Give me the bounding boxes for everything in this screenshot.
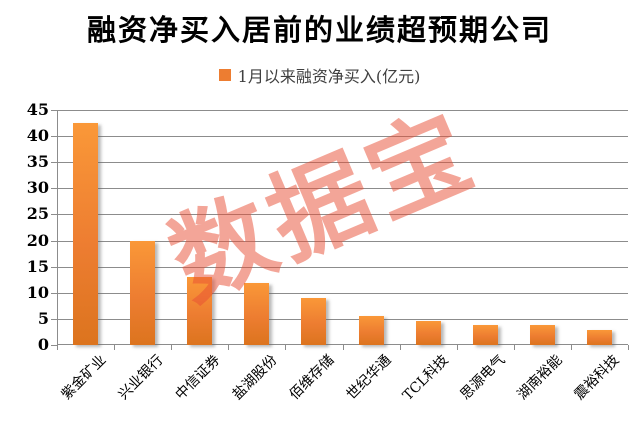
bar-兴业银行 bbox=[130, 240, 156, 345]
x-axis-category-text: 思源电气 bbox=[457, 352, 509, 404]
legend-label: 1月以来融资净买入(亿元) bbox=[237, 67, 421, 86]
y-axis-tick-label: 15 bbox=[26, 256, 49, 276]
x-tick-7 bbox=[456, 345, 458, 350]
y-tick-5 bbox=[51, 318, 57, 320]
x-axis-category-text: TCL科技 bbox=[399, 352, 452, 404]
x-axis-category-text: 中信证券 bbox=[172, 352, 224, 404]
x-tick-2 bbox=[171, 345, 173, 350]
y-tick-15 bbox=[51, 266, 57, 268]
gridline-y-35 bbox=[57, 162, 628, 164]
legend: 1月以来融资净买入(亿元) bbox=[0, 63, 639, 87]
gridline-y-40 bbox=[57, 136, 628, 138]
x-tick-3 bbox=[228, 345, 230, 350]
bar-湖南裕能 bbox=[529, 324, 555, 345]
gridline-y-20 bbox=[57, 240, 628, 242]
x-tick-9 bbox=[570, 345, 572, 350]
y-axis-tick-label: 0 bbox=[37, 335, 49, 354]
y-tick-25 bbox=[51, 214, 57, 216]
y-tick-20 bbox=[51, 240, 57, 242]
x-axis-category-text: 兴业银行 bbox=[115, 352, 167, 404]
x-axis-category-text: 盐湖股份 bbox=[229, 352, 281, 404]
y-axis-tick-label: 5 bbox=[37, 308, 49, 328]
y-tick-10 bbox=[51, 292, 57, 294]
legend-marker-icon bbox=[218, 69, 231, 81]
bar-盐湖股份 bbox=[244, 283, 270, 345]
x-axis-line bbox=[57, 344, 628, 345]
x-tick-10 bbox=[628, 345, 629, 350]
x-tick-8 bbox=[513, 345, 515, 350]
bar-紫金矿业 bbox=[73, 122, 99, 345]
bar-TCL科技 bbox=[415, 320, 441, 345]
gridline-y-45 bbox=[57, 110, 628, 111]
bar-佰维存储 bbox=[301, 298, 327, 345]
x-axis-category-text: 湖南裕能 bbox=[514, 352, 566, 404]
x-tick-6 bbox=[399, 345, 401, 350]
x-tick-0 bbox=[57, 345, 58, 350]
y-axis-tick-label: 40 bbox=[26, 126, 49, 146]
y-tick-40 bbox=[51, 136, 57, 138]
y-tick-30 bbox=[51, 188, 57, 190]
plot-area: 0 5 10 15 20 25 30 35 40 45 紫金矿业 兴业银行 中信证券 盐湖股份 佰维存储 世纪… bbox=[27, 102, 629, 404]
gridline-y-10 bbox=[57, 292, 628, 294]
x-axis-category-text: 佰维存储 bbox=[286, 352, 338, 404]
x-axis-category-text: 紫金矿业 bbox=[58, 352, 109, 404]
y-axis-tick-label: 35 bbox=[26, 152, 49, 172]
y-axis-tick-label: 10 bbox=[26, 282, 49, 302]
y-axis-line bbox=[57, 110, 58, 345]
y-tick-35 bbox=[51, 162, 57, 164]
y-axis-tick-label: 20 bbox=[26, 230, 49, 250]
gridline-y-30 bbox=[57, 188, 628, 190]
gridline-y-15 bbox=[57, 266, 628, 268]
bar-震裕科技 bbox=[586, 329, 612, 345]
x-axis-category-text: 世纪华通 bbox=[343, 352, 395, 404]
bar-世纪华通 bbox=[358, 316, 384, 345]
gridline-y-5 bbox=[57, 318, 628, 320]
y-axis-tick-label: 30 bbox=[26, 178, 49, 198]
x-tick-5 bbox=[342, 345, 344, 350]
bar-中信证券 bbox=[187, 277, 213, 345]
y-axis-tick-label: 45 bbox=[26, 100, 49, 119]
x-tick-4 bbox=[285, 345, 287, 350]
bar-思源电气 bbox=[472, 324, 498, 345]
y-tick-45 bbox=[51, 110, 57, 111]
y-tick-0 bbox=[51, 345, 57, 346]
x-axis-category-text: 震裕科技 bbox=[571, 352, 623, 404]
x-tick-1 bbox=[114, 345, 116, 350]
y-axis-tick-label: 25 bbox=[26, 204, 49, 224]
chart-title: 融资净买入居前的业绩超预期公司 bbox=[86, 13, 552, 47]
gridline-y-25 bbox=[57, 214, 628, 216]
